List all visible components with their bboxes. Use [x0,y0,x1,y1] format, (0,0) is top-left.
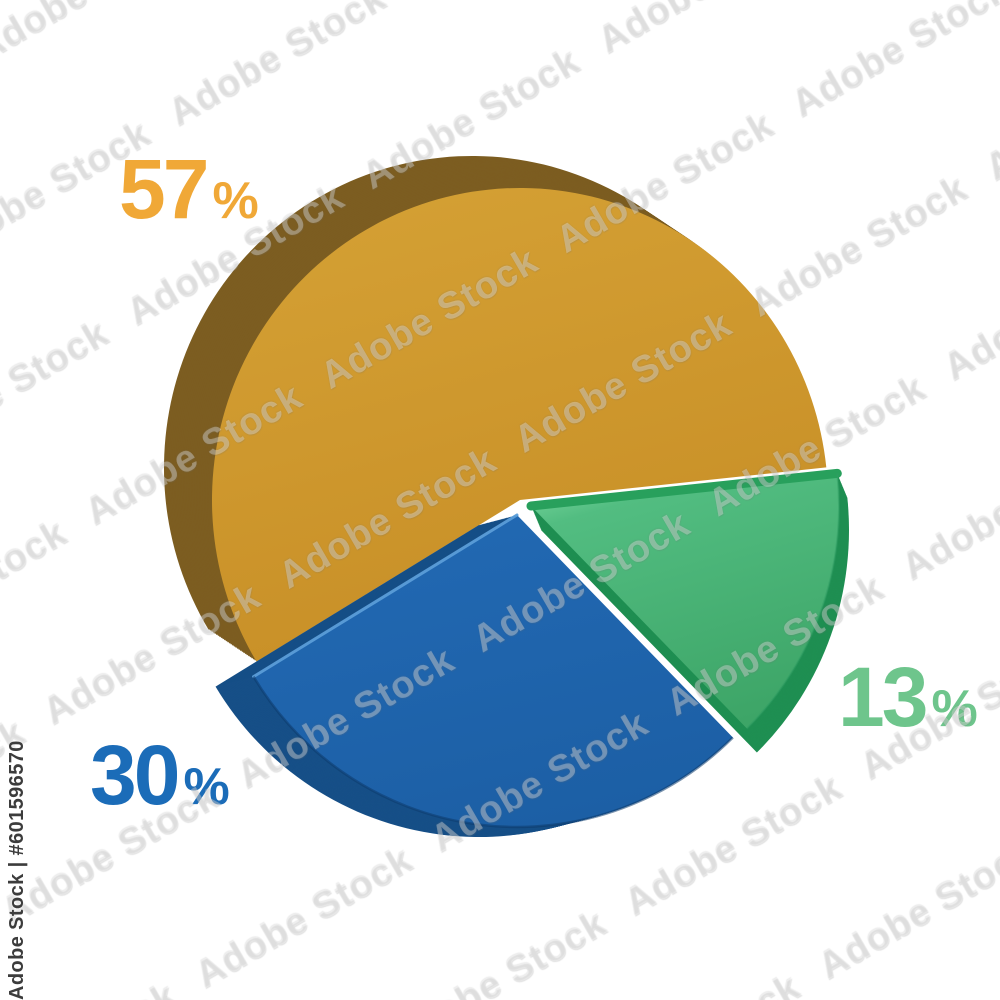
pie-slice-13pct-face [531,473,839,729]
pie-slice-30pct-edge [252,513,519,679]
label-13-percent: 13 % [838,655,978,739]
label-57-percent: 57 % [119,147,259,231]
label-13-percent-sign: % [931,680,978,738]
label-30-percent-sign: % [183,758,230,816]
pie-slice-57pct-face [211,187,827,662]
label-30-percent: 30 % [90,733,230,817]
pie-slice-30pct-arc-edge [252,675,734,829]
watermark-credit: Adobe Stock | #601596570 [6,740,28,1000]
pie-slice-13pct [526,468,849,753]
label-30-value: 30 [90,728,180,822]
pie-slice-30pct-face [253,515,733,827]
label-13-value: 13 [838,650,928,744]
label-57-percent-sign: % [212,172,259,230]
pie-slice-57pct [163,155,827,662]
pie-slice-13pct-edge [526,468,842,511]
pie-slice-13pct-arc-edge [746,473,840,730]
pie-slice-30pct [215,513,734,837]
label-57-value: 57 [119,142,209,236]
